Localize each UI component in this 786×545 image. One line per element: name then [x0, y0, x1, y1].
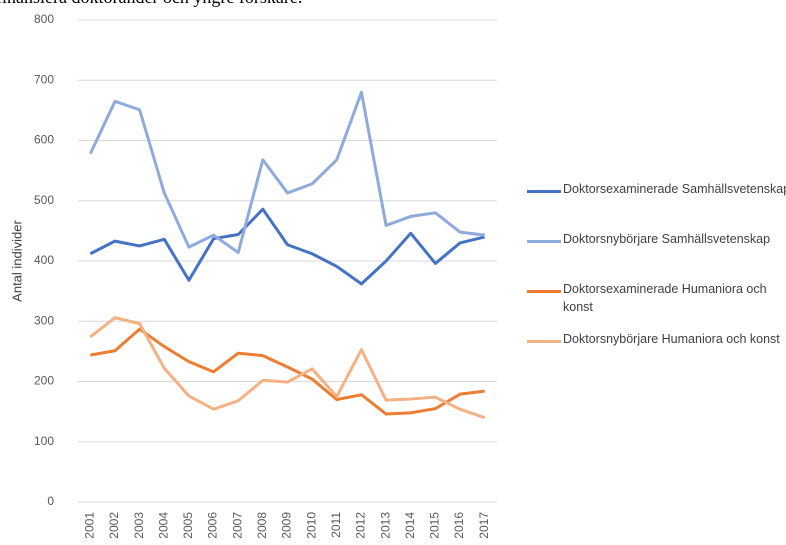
x-tick-label: 2016	[452, 512, 466, 539]
x-tick-label: 2002	[107, 512, 121, 539]
y-tick-label: 500	[34, 193, 54, 207]
y-tick-label: 400	[34, 253, 54, 267]
x-tick-label: 2005	[181, 512, 195, 539]
caption: finansiera doktorander och yngre forskar…	[0, 0, 302, 8]
x-tick-label: 2014	[403, 512, 417, 539]
x-tick-label: 2013	[378, 512, 392, 539]
y-tick-label: 600	[34, 133, 54, 147]
legend-label: Doktorsexaminerade Samhällsvetenskap	[563, 182, 786, 196]
x-tick-label: 2012	[354, 512, 368, 539]
y-tick-label: 700	[34, 72, 54, 86]
legend-swatch	[527, 240, 561, 243]
x-tick-label: 2010	[304, 512, 318, 539]
legend-swatch	[527, 290, 561, 293]
legend-label: Doktorsnybörjare Humaniora och konst	[563, 332, 780, 346]
legend-label: Doktorsnybörjare Samhällsvetenskap	[563, 232, 771, 246]
x-tick-label: 2001	[82, 512, 96, 539]
series-line	[89, 207, 486, 286]
series-line	[90, 327, 485, 416]
y-tick-label: 800	[34, 12, 54, 26]
y-tick-label: 200	[34, 374, 54, 388]
y-axis-label: Antal individer	[9, 220, 24, 302]
legend-swatch	[527, 340, 561, 343]
series-line	[88, 90, 485, 255]
x-tick-label: 2003	[132, 512, 146, 539]
x-tick-label: 2011	[329, 512, 343, 538]
x-tick-label: 2017	[477, 512, 491, 539]
x-tick-label: 2008	[255, 512, 269, 539]
y-tick-label: 100	[34, 434, 54, 448]
legend-swatch	[527, 190, 561, 193]
x-tick-label: 2015	[428, 512, 442, 539]
x-tick-label: 2004	[156, 512, 170, 539]
series-line	[89, 316, 486, 420]
y-tick-label: 0	[47, 494, 54, 508]
y-tick-label: 300	[34, 313, 54, 327]
legend-label: Doktorsexaminerade Humaniora och konst	[563, 282, 767, 314]
x-tick-label: 2006	[206, 512, 220, 539]
x-tick-label: 2009	[280, 512, 294, 539]
x-tick-label: 2007	[230, 512, 244, 539]
